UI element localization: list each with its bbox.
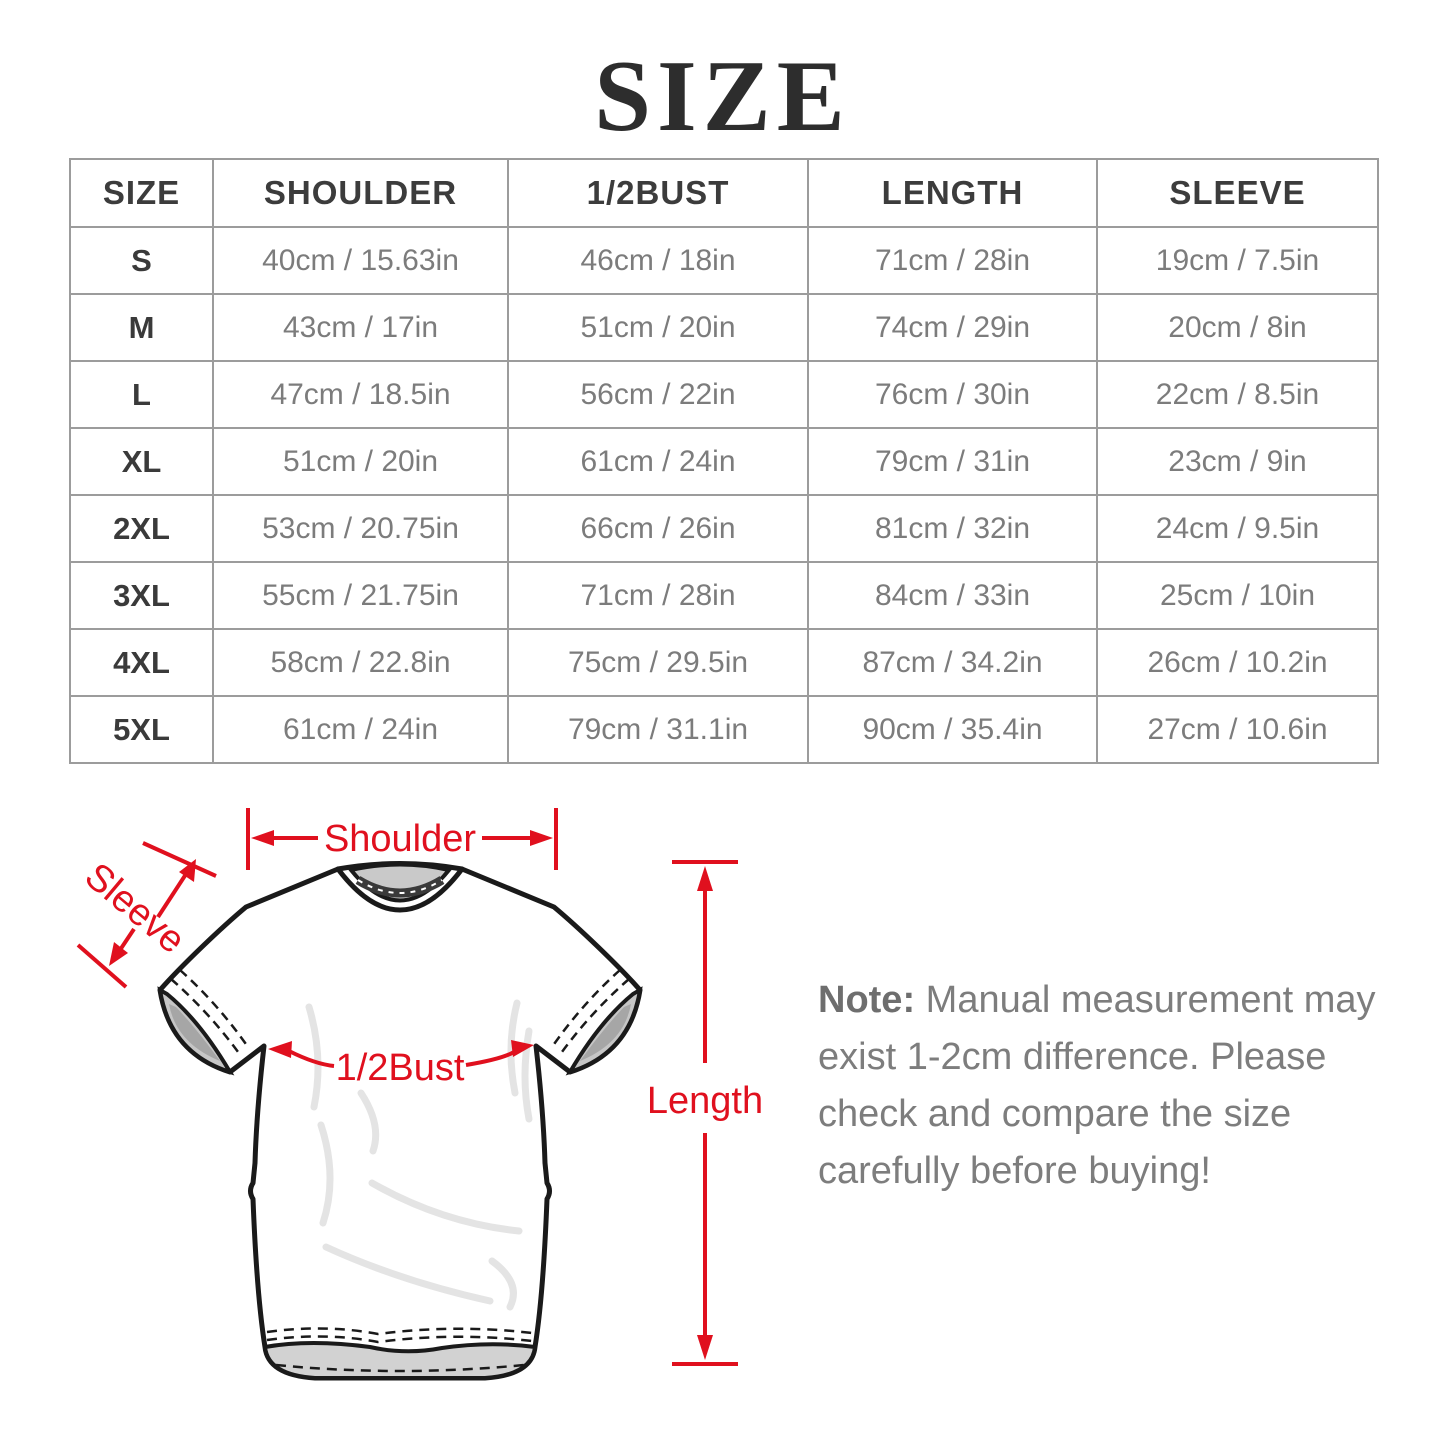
measure-cell: 75cm / 29.5in [507, 628, 809, 697]
measure-cell: 19cm / 7.5in [1096, 226, 1379, 295]
measure-cell: 23cm / 9in [1096, 427, 1379, 496]
collar [335, 862, 465, 913]
measure-cell: 27cm / 10.6in [1096, 695, 1379, 764]
size-cell: 3XL [69, 561, 214, 630]
page-title: SIZE [594, 40, 851, 153]
measure-cell: 61cm / 24in [212, 695, 509, 764]
shoulder-label: Shoulder [324, 818, 476, 860]
measure-cell: 55cm / 21.75in [212, 561, 509, 630]
size-cell: 4XL [69, 628, 214, 697]
note-label: Note: [818, 979, 916, 1021]
measure-cell: 51cm / 20in [212, 427, 509, 496]
length-label: Length [647, 1080, 763, 1122]
measure-cell: 90cm / 35.4in [807, 695, 1098, 764]
tshirt-measurement-diagram: Shoulder Sleeve 1/2Bust [70, 795, 770, 1420]
col-header-length: LENGTH [807, 158, 1098, 228]
tshirt-body [157, 861, 643, 1381]
collar-outer-arc [335, 866, 465, 913]
measure-cell: 26cm / 10.2in [1096, 628, 1379, 697]
col-header-bust: 1/2BUST [507, 158, 809, 228]
table-row: 4XL 58cm / 22.8in 75cm / 29.5in 87cm / 3… [69, 628, 1379, 697]
measure-cell: 87cm / 34.2in [807, 628, 1098, 697]
measure-cell: 71cm / 28in [507, 561, 809, 630]
col-header-sleeve: SLEEVE [1096, 158, 1379, 228]
table-row: S 40cm / 15.63in 46cm / 18in 71cm / 28in… [69, 226, 1379, 295]
measure-cell: 24cm / 9.5in [1096, 494, 1379, 563]
measure-cell: 61cm / 24in [507, 427, 809, 496]
table-row: L 47cm / 18.5in 56cm / 22in 76cm / 30in … [69, 360, 1379, 429]
tshirt-drawing [157, 861, 643, 1381]
sleeve-label: Sleeve [77, 855, 193, 962]
measure-cell: 20cm / 8in [1096, 293, 1379, 362]
size-cell: 5XL [69, 695, 214, 764]
measure-cell: 22cm / 8.5in [1096, 360, 1379, 429]
table-row: 5XL 61cm / 24in 79cm / 31.1in 90cm / 35.… [69, 695, 1379, 764]
size-cell: S [69, 226, 214, 295]
bust-measure-arrow: 1/2Bust [268, 1040, 534, 1089]
size-cell: L [69, 360, 214, 429]
shoulder-measure-arrow: Shoulder [246, 808, 558, 870]
measure-cell: 71cm / 28in [807, 226, 1098, 295]
size-table: SIZE SHOULDER 1/2BUST LENGTH SLEEVE S 40… [69, 158, 1379, 764]
measure-cell: 46cm / 18in [507, 226, 809, 295]
size-cell: 2XL [69, 494, 214, 563]
note-line1-text: Manual measurement may [915, 979, 1376, 1021]
right-sleeve-cuff [550, 969, 643, 1076]
length-measure-arrow: Length [647, 860, 763, 1366]
measure-cell: 47cm / 18.5in [212, 360, 509, 429]
table-row: M 43cm / 17in 51cm / 20in 74cm / 29in 20… [69, 293, 1379, 362]
note-line: carefully before buying! [818, 1150, 1211, 1192]
size-cell: XL [69, 427, 214, 496]
measure-cell: 74cm / 29in [807, 293, 1098, 362]
table-row: 2XL 53cm / 20.75in 66cm / 26in 81cm / 32… [69, 494, 1379, 563]
measure-cell: 56cm / 22in [507, 360, 809, 429]
measure-cell: 25cm / 10in [1096, 561, 1379, 630]
table-row: XL 51cm / 20in 61cm / 24in 79cm / 31in 2… [69, 427, 1379, 496]
note-line: check and compare the size [818, 1093, 1292, 1135]
table-header-row: SIZE SHOULDER 1/2BUST LENGTH SLEEVE [69, 158, 1379, 228]
measure-cell: 79cm / 31in [807, 427, 1098, 496]
measure-cell: 53cm / 20.75in [212, 494, 509, 563]
col-header-shoulder: SHOULDER [212, 158, 509, 228]
measure-cell: 66cm / 26in [507, 494, 809, 563]
bottom-hem [262, 1327, 538, 1380]
note-line: exist 1-2cm difference. Please [818, 1036, 1327, 1078]
size-cell: M [69, 293, 214, 362]
measure-cell: 84cm / 33in [807, 561, 1098, 630]
note-line: Note: Manual measurement may [818, 972, 1398, 1029]
measure-cell: 58cm / 22.8in [212, 628, 509, 697]
measure-cell: 81cm / 32in [807, 494, 1098, 563]
fabric-wrinkles [305, 999, 533, 1311]
measure-cell: 40cm / 15.63in [212, 226, 509, 295]
measure-cell: 51cm / 20in [507, 293, 809, 362]
bust-label: 1/2Bust [336, 1047, 465, 1089]
measure-cell: 76cm / 30in [807, 360, 1098, 429]
col-header-size: SIZE [69, 158, 214, 228]
left-sleeve-cuff [157, 969, 250, 1076]
note-text: Note: Manual measurement may exist 1-2cm… [818, 972, 1398, 1200]
table-row: 3XL 55cm / 21.75in 71cm / 28in 84cm / 33… [69, 561, 1379, 630]
measure-cell: 43cm / 17in [212, 293, 509, 362]
measure-cell: 79cm / 31.1in [507, 695, 809, 764]
sleeve-measure-arrow: Sleeve [76, 841, 217, 989]
